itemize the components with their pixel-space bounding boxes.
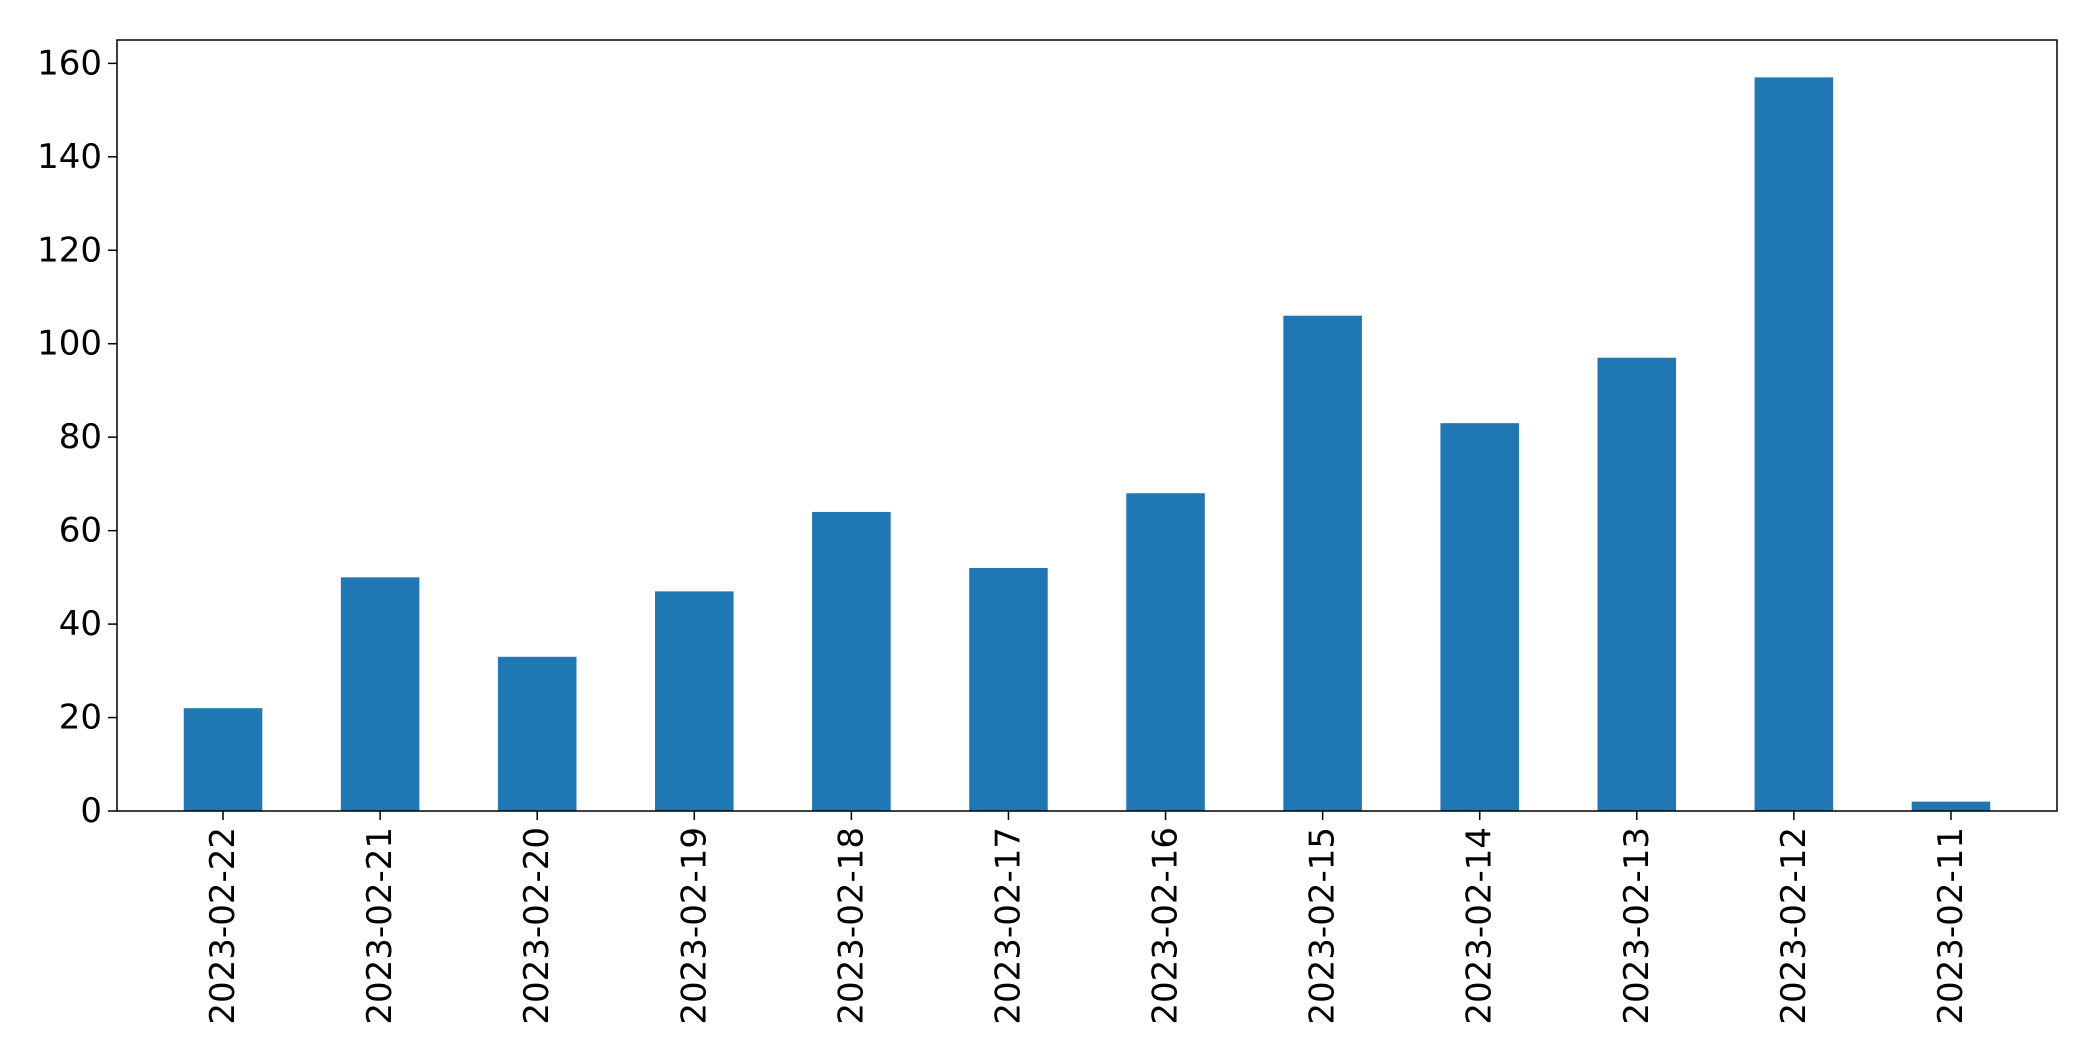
bar-2023-02-21 xyxy=(340,577,420,811)
x-tick-label: 2023-02-21 xyxy=(360,827,400,1025)
x-tick-label: 2023-02-20 xyxy=(517,827,557,1025)
bar-2023-02-11 xyxy=(1911,801,1991,811)
bar-2023-02-20 xyxy=(497,656,577,811)
x-tick-label: 2023-02-15 xyxy=(1303,827,1343,1025)
x-tick-label: 2023-02-14 xyxy=(1460,827,1500,1025)
y-tick-label: 160 xyxy=(37,43,102,83)
x-tick-label: 2023-02-13 xyxy=(1617,827,1657,1025)
x-tick-label: 2023-02-18 xyxy=(831,827,871,1025)
y-tick-label: 40 xyxy=(59,604,102,644)
x-tick-label: 2023-02-11 xyxy=(1931,827,1971,1025)
bar-2023-02-13 xyxy=(1597,357,1677,811)
y-axis: 0 20 40 60 80 100 120 140 160 xyxy=(37,43,117,831)
x-tick-label: 2023-02-17 xyxy=(988,827,1028,1025)
bar-2023-02-22 xyxy=(183,708,263,811)
x-axis: 2023-02-22 2023-02-21 2023-02-20 2023-02-19… xyxy=(203,811,1971,1025)
y-tick-label: 60 xyxy=(59,511,102,551)
bar-2023-02-18 xyxy=(812,511,891,811)
y-tick-label: 20 xyxy=(59,698,102,738)
y-tick-label: 0 xyxy=(80,791,102,831)
bar-2023-02-12 xyxy=(1754,77,1834,811)
x-tick-label: 2023-02-19 xyxy=(674,827,714,1025)
bar-2023-02-16 xyxy=(1126,493,1205,811)
bar-2023-02-17 xyxy=(969,568,1048,811)
bar-2023-02-14 xyxy=(1440,423,1519,811)
x-tick-label: 2023-02-22 xyxy=(203,827,243,1025)
plot-frame xyxy=(116,39,2058,812)
bars-layer xyxy=(183,77,1991,811)
y-tick-label: 80 xyxy=(59,417,102,457)
x-tick-label: 2023-02-12 xyxy=(1774,827,1814,1025)
bar-2023-02-15 xyxy=(1283,315,1362,811)
y-tick-label: 100 xyxy=(37,324,102,364)
bar-2023-02-19 xyxy=(655,591,734,811)
y-tick-label: 140 xyxy=(37,137,102,177)
y-tick-label: 120 xyxy=(37,230,102,270)
x-tick-label: 2023-02-16 xyxy=(1146,827,1186,1025)
